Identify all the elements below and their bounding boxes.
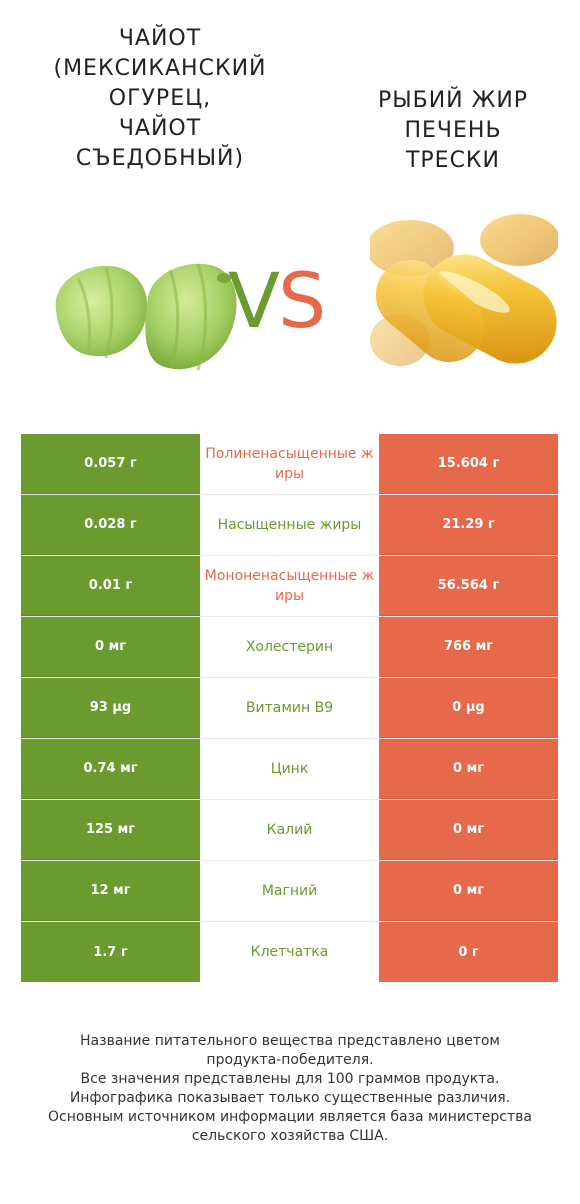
- chayote-image: [55, 263, 237, 371]
- right-value: 0 мг: [379, 739, 558, 799]
- right-title-line: ПЕЧЕНЬ: [404, 118, 502, 143]
- nutrient-name: Цинк: [200, 739, 379, 799]
- nutrient-name: Калий: [200, 800, 379, 860]
- left-value: 12 мг: [21, 861, 200, 921]
- footer-line: Основным источником информации является …: [48, 1109, 532, 1125]
- right-value: 0 µg: [379, 678, 558, 738]
- footer-note: Название питательного вещества представл…: [20, 1032, 560, 1146]
- right-value: 766 мг: [379, 617, 558, 677]
- nutrient-name: Мононенасыщенные жиры: [200, 556, 379, 616]
- table-row: 0.028 г Насыщенные жиры 21.29 г: [21, 495, 558, 556]
- table-row: 0.74 мг Цинк 0 мг: [21, 739, 558, 800]
- left-title-line: ОГУРЕЦ,: [108, 86, 212, 111]
- vs-v-letter: V: [228, 256, 280, 345]
- footer-line: Название питательного вещества представл…: [80, 1033, 500, 1049]
- left-value: 0.74 мг: [21, 739, 200, 799]
- nutrient-name: Клетчатка: [200, 922, 379, 982]
- left-value: 125 мг: [21, 800, 200, 860]
- left-value: 0.057 г: [21, 434, 200, 494]
- table-row: 1.7 г Клетчатка 0 г: [21, 922, 558, 982]
- left-title-line: СЪЕДОБНЫЙ): [75, 146, 245, 171]
- left-title-line: ЧАЙОТ: [118, 116, 202, 141]
- table-row: 12 мг Магний 0 мг: [21, 861, 558, 922]
- footer-line: продукта-победителя.: [206, 1052, 374, 1068]
- vs-label: VS: [228, 256, 326, 346]
- nutrient-name: Полиненасыщенные жиры: [200, 434, 379, 494]
- left-value: 93 µg: [21, 678, 200, 738]
- right-value: 21.29 г: [379, 495, 558, 555]
- left-title-line: ЧАЙОТ: [118, 26, 202, 51]
- comparison-table: 0.057 г Полиненасыщенные жиры 15.604 г 0…: [21, 434, 558, 982]
- right-value: 0 мг: [379, 800, 558, 860]
- table-row: 0.01 г Мононенасыщенные жиры 56.564 г: [21, 556, 558, 617]
- left-value: 0 мг: [21, 617, 200, 677]
- footer-line: Все значения представлены для 100 граммо…: [80, 1071, 500, 1087]
- left-value: 1.7 г: [21, 922, 200, 982]
- table-row: 0 мг Холестерин 766 мг: [21, 617, 558, 678]
- footer-line: Инфографика показывает только существенн…: [69, 1090, 511, 1106]
- nutrient-name: Магний: [200, 861, 379, 921]
- right-title-line: ТРЕСКИ: [405, 148, 501, 173]
- nutrient-name: Витамин B9: [200, 678, 379, 738]
- nutrient-name: Насыщенные жиры: [200, 495, 379, 555]
- right-value: 15.604 г: [379, 434, 558, 494]
- left-title-line: (МЕКСИКАНСКИЙ: [53, 56, 267, 81]
- footer-line: сельского хозяйства США.: [191, 1128, 389, 1144]
- right-product-title: РЫБИЙ ЖИР ПЕЧЕНЬ ТРЕСКИ: [358, 86, 548, 176]
- left-value: 0.01 г: [21, 556, 200, 616]
- right-title-line: РЫБИЙ ЖИР: [377, 88, 529, 113]
- table-row: 125 мг Калий 0 мг: [21, 800, 558, 861]
- vs-s-letter: S: [278, 256, 326, 345]
- left-value: 0.028 г: [21, 495, 200, 555]
- right-value: 0 мг: [379, 861, 558, 921]
- nutrient-name: Холестерин: [200, 617, 379, 677]
- right-value: 0 г: [379, 922, 558, 982]
- right-value: 56.564 г: [379, 556, 558, 616]
- cod-liver-oil-image: [370, 210, 558, 410]
- table-row: 93 µg Витамин B9 0 µg: [21, 678, 558, 739]
- left-product-title: ЧАЙОТ (МЕКСИКАНСКИЙ ОГУРЕЦ, ЧАЙОТ СЪЕДОБ…: [40, 24, 280, 174]
- table-row: 0.057 г Полиненасыщенные жиры 15.604 г: [21, 434, 558, 495]
